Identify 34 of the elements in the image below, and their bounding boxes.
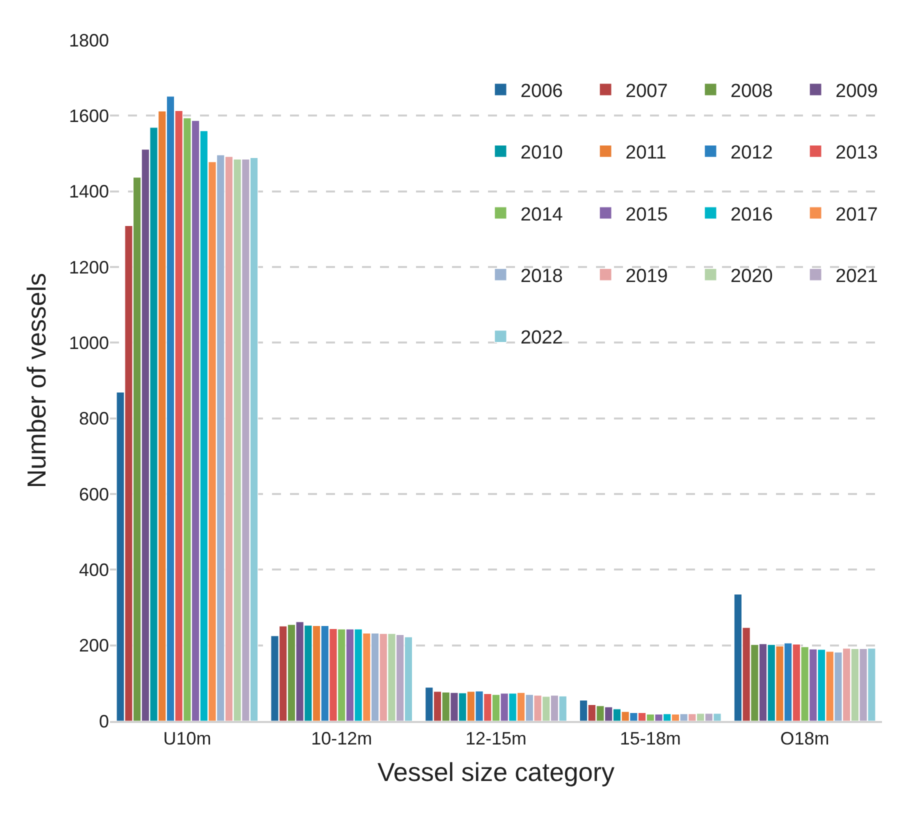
- y-axis-title: Number of vessels: [21, 272, 52, 488]
- x-tick-label: 15-18m: [620, 728, 681, 749]
- legend-label: 2008: [730, 80, 773, 102]
- legend-label: 2016: [730, 204, 773, 226]
- y-tick-label: 1000: [68, 332, 109, 353]
- y-tick-label: 1400: [68, 182, 109, 202]
- x-tick-label: 12-15m: [465, 728, 527, 749]
- y-tick-label: 600: [78, 484, 109, 504]
- legend-label: 2019: [626, 266, 668, 288]
- legend-label: 2018: [520, 266, 563, 288]
- legend-label: 2010: [520, 142, 563, 164]
- legend-label: 2009: [836, 80, 878, 102]
- legend-label: 2017: [836, 204, 878, 226]
- legend-label: 2006: [520, 80, 563, 102]
- y-tick-label: 0: [98, 711, 109, 732]
- legend-label: 2012: [730, 142, 773, 164]
- legend-label: 2022: [520, 328, 563, 349]
- y-tick-label: 400: [78, 560, 109, 580]
- y-tick-label: 1200: [68, 257, 109, 278]
- y-tick-label: 200: [78, 636, 109, 656]
- x-tick-label: O18m: [780, 728, 830, 749]
- x-tick-label: U10m: [163, 728, 212, 749]
- x-axis-title: Vessel size category: [377, 756, 615, 787]
- legend-label: 2020: [730, 266, 773, 288]
- y-tick-label: 1600: [68, 106, 109, 126]
- legend-label: 2015: [626, 204, 668, 226]
- x-tick-label: 10-12m: [311, 728, 372, 749]
- legend-label: 2021: [836, 266, 878, 288]
- y-tick-label: 1800: [68, 30, 109, 50]
- legend-label: 2007: [626, 80, 668, 102]
- legend-label: 2011: [626, 142, 666, 164]
- y-tick-label: 800: [78, 408, 109, 429]
- legend-label: 2013: [836, 142, 878, 164]
- legend-label: 2014: [520, 204, 564, 226]
